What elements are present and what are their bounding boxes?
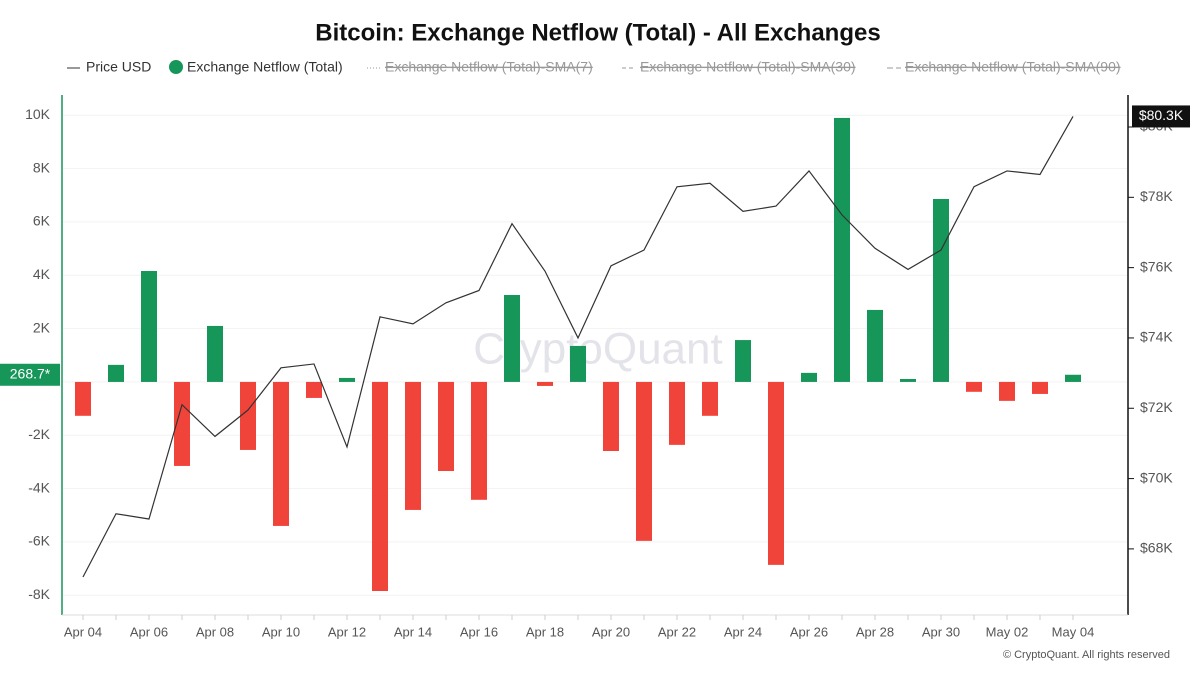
bar <box>603 381 619 451</box>
y2-tick-label: $76K <box>1140 258 1173 274</box>
bar <box>801 372 817 382</box>
x-tick-label: Apr 12 <box>328 624 366 639</box>
current-value: $80.3K <box>1139 107 1184 123</box>
bar <box>405 381 421 510</box>
bar <box>141 271 157 382</box>
x-tick-label: Apr 14 <box>394 624 432 639</box>
bar <box>240 381 256 450</box>
bar <box>471 381 487 500</box>
y2-tick-label: $78K <box>1140 188 1173 204</box>
x-tick-label: Apr 22 <box>658 624 696 639</box>
bar <box>966 381 982 392</box>
bar <box>669 381 685 445</box>
current-value: 268.7* <box>10 365 51 381</box>
bar <box>207 325 223 382</box>
legend-label[interactable]: Exchange Netflow (Total)-SMA(30) <box>640 59 856 75</box>
bar <box>867 309 883 382</box>
y-tick-label: 2K <box>33 319 51 335</box>
legend-label[interactable]: Exchange Netflow (Total) <box>187 59 343 75</box>
bar <box>504 295 520 382</box>
bar <box>636 381 652 541</box>
bar <box>1065 374 1081 382</box>
y2-tick-label: $70K <box>1140 469 1173 485</box>
y-tick-label: 6K <box>33 213 51 229</box>
bar <box>900 379 916 382</box>
x-tick-label: Apr 18 <box>526 624 564 639</box>
x-tick-label: Apr 30 <box>922 624 960 639</box>
bar <box>999 381 1015 401</box>
chart-title: Bitcoin: Exchange Netflow (Total) - All … <box>315 19 880 46</box>
copyright: © CryptoQuant. All rights reserved <box>1003 649 1170 661</box>
x-tick-label: Apr 26 <box>790 624 828 639</box>
y-tick-label: -8K <box>28 586 50 602</box>
x-tick-label: Apr 20 <box>592 624 630 639</box>
y2-tick-label: $68K <box>1140 540 1173 556</box>
x-tick-label: May 04 <box>1052 624 1095 639</box>
x-tick-label: Apr 28 <box>856 624 894 639</box>
bar <box>75 381 91 416</box>
y-tick-label: -6K <box>28 533 50 549</box>
y-tick-label: 10K <box>25 106 51 122</box>
bar <box>537 381 553 386</box>
bar <box>834 117 850 382</box>
bar <box>339 377 355 382</box>
legend-label[interactable]: Exchange Netflow (Total)-SMA(7) <box>385 59 593 75</box>
legend-dot <box>169 60 183 74</box>
bar <box>1032 381 1048 394</box>
x-tick-label: Apr 08 <box>196 624 234 639</box>
bar <box>174 381 190 466</box>
bar <box>570 345 586 382</box>
x-tick-label: Apr 24 <box>724 624 762 639</box>
x-tick-label: May 02 <box>986 624 1029 639</box>
y2-tick-label: $72K <box>1140 399 1173 415</box>
x-tick-label: Apr 06 <box>130 624 168 639</box>
current-tag <box>0 363 60 386</box>
x-tick-label: Apr 10 <box>262 624 300 639</box>
y-tick-label: -4K <box>28 479 50 495</box>
legend-label[interactable]: Price USD <box>86 59 151 75</box>
x-tick-label: Apr 04 <box>64 624 102 639</box>
y-tick-label: 4K <box>33 266 51 282</box>
bar <box>438 381 454 471</box>
current-tag <box>1132 105 1190 128</box>
bar <box>933 199 949 382</box>
bar <box>372 381 388 591</box>
y2-tick-label: $74K <box>1140 329 1173 345</box>
bar <box>702 381 718 416</box>
x-tick-label: Apr 16 <box>460 624 498 639</box>
bar <box>306 381 322 398</box>
price-line <box>82 116 1074 578</box>
y-tick-label: 8K <box>33 159 51 175</box>
bar <box>768 381 784 565</box>
bar <box>273 381 289 526</box>
bar <box>735 340 751 382</box>
y-tick-label: -2K <box>28 426 50 442</box>
legend-label[interactable]: Exchange Netflow (Total)-SMA(90) <box>905 59 1121 75</box>
bar <box>108 364 124 382</box>
